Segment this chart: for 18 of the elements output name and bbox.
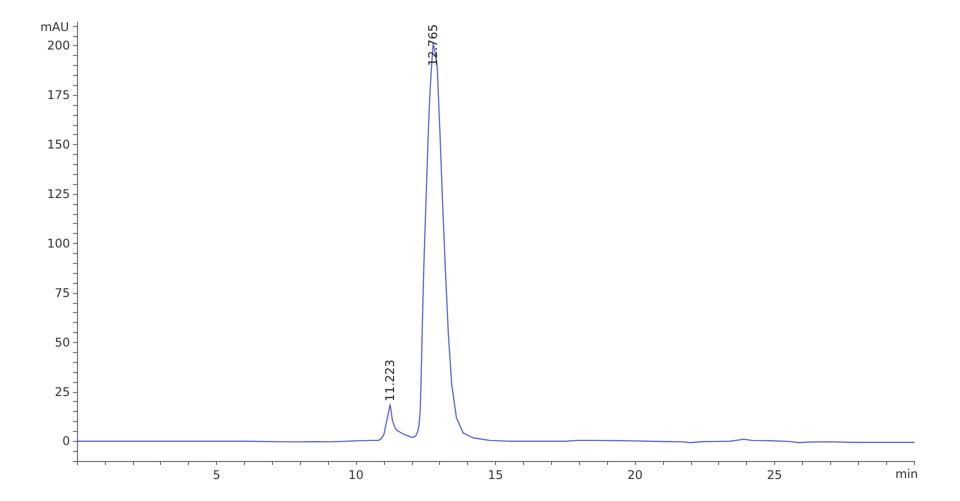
x-tick-label: 20: [627, 468, 643, 482]
x-tick-label: 5: [212, 468, 220, 482]
x-axis-title: min: [895, 467, 918, 481]
annotation: 12.765: [426, 24, 440, 66]
x-tick-label: 10: [348, 468, 364, 482]
y-tick-label: 200: [47, 38, 70, 53]
y-tick-label: 125: [47, 187, 70, 202]
x-tick-label: 25: [766, 468, 782, 482]
y-tick-label: 75: [54, 286, 70, 300]
y-tick-label: 0: [62, 434, 70, 448]
y-tick-label: 100: [47, 236, 70, 250]
y-tick-label: 50: [54, 335, 70, 350]
annotation: 11.223: [383, 359, 398, 402]
y-tick-label: 150: [47, 138, 70, 152]
y-tick-label: 25: [54, 384, 70, 399]
y-axis-title: mAU: [40, 20, 69, 34]
y-tick-label: 175: [47, 88, 70, 102]
x-tick-label: 15: [488, 468, 504, 482]
